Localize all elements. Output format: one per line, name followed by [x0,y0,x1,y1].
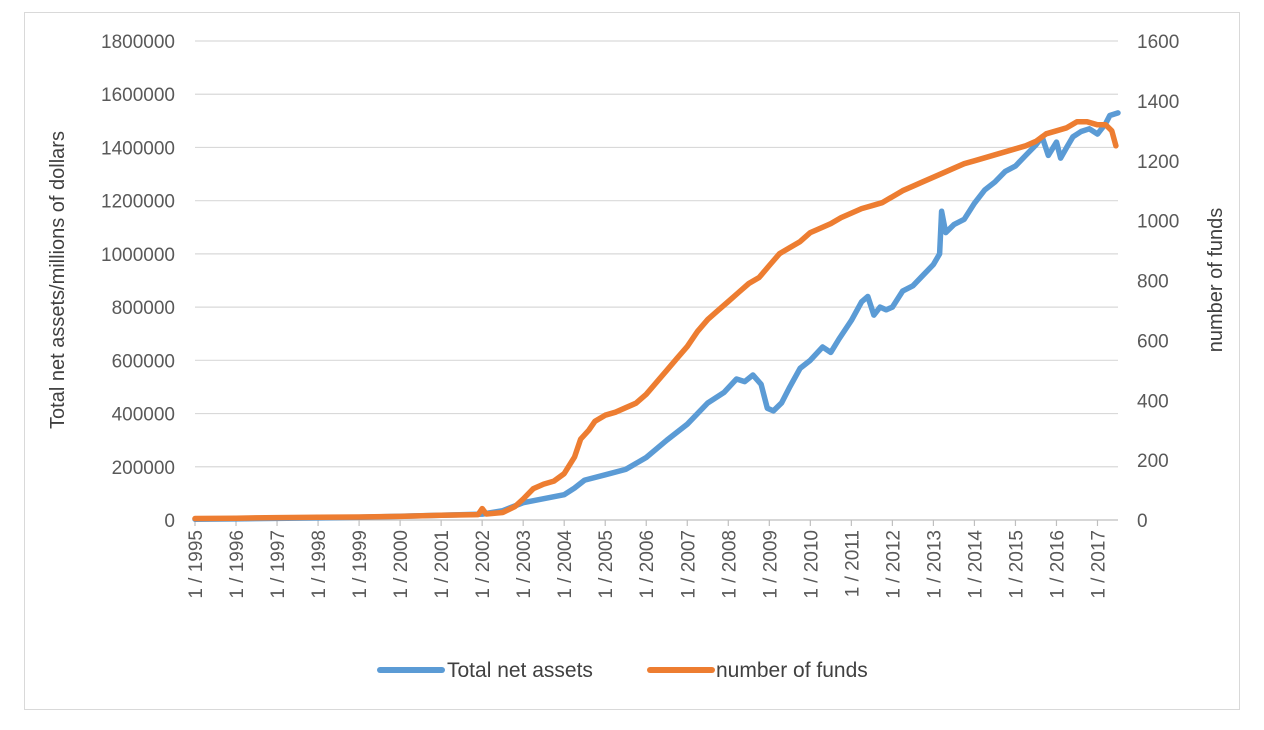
y2-tick-label: 800 [1137,272,1169,293]
x-tick-label: 1 / 2015 [1006,530,1027,599]
legend-label-number-of-funds: number of funds [716,659,868,682]
x-tick-label: 1 / 1999 [350,530,371,599]
y2-tick-label: 600 [1137,331,1169,352]
y2-tick-label: 400 [1137,391,1169,412]
x-tick-label: 1 / 2001 [432,530,453,599]
x-tick-label: 1 / 2012 [883,530,904,599]
y2-axis-ticks: 0 200 400 600 800 1000 1200 1400 1600 [1137,32,1179,532]
x-tick-label: 1 / 2017 [1088,530,1109,599]
y-tick-label: 1200000 [101,192,175,213]
series-line-total-net-assets [192,110,1121,522]
y-tick-label: 1400000 [101,138,175,159]
x-tick-label: 1 / 2009 [760,530,781,599]
gridlines [195,40,1118,468]
y-tick-label: 400000 [112,405,175,426]
x-tick-label: 1 / 1998 [309,530,330,599]
y-tick-label: 1800000 [101,32,175,53]
x-tick-label: 1 / 2003 [514,530,535,599]
x-tick-label: 1 / 2010 [801,530,822,599]
x-tick-label: 1 / 2002 [473,530,494,599]
x-tick-label: 1 / 2007 [678,530,699,599]
x-tick-label: 1 / 2011 [842,530,863,597]
y-tick-label: 600000 [112,351,175,372]
legend-label-total-net-assets: Total net assets [447,659,593,682]
y-tick-label: 200000 [112,458,175,479]
series-group [192,110,1121,522]
x-tick-label: 1 / 1995 [186,530,207,599]
y-tick-label: 0 [164,511,175,532]
x-tick-label: 1 / 2004 [555,530,576,599]
y-tick-label: 800000 [112,298,175,319]
y2-tick-label: 0 [1137,511,1148,532]
y2-axis-title: number of funds [1205,208,1227,353]
y-axis-ticks: 0 200000 400000 600000 800000 1000000 1200000 1… [101,32,175,532]
y-tick-label: 1600000 [101,85,175,106]
y2-tick-label: 1000 [1137,212,1179,233]
x-tick-label: 1 / 2005 [596,530,617,599]
series-line-number-of-funds [192,119,1119,522]
x-tick-label: 1 / 1996 [227,530,248,599]
y-tick-label: 1000000 [101,245,175,266]
y-axis-title: Total net assets/millions of dollars [47,131,69,429]
legend: Total net assets number of funds [377,659,868,682]
chart-frame [24,12,1240,710]
y2-tick-label: 1200 [1137,152,1179,173]
x-tick-label: 1 / 2008 [719,530,740,599]
x-tick-label: 1 / 2000 [391,530,412,599]
x-tick-label: 1 / 2016 [1047,530,1068,599]
y2-tick-label: 1400 [1137,92,1179,113]
y2-tick-label: 1600 [1137,32,1179,53]
x-tick-label: 1 / 2014 [965,530,986,599]
x-tick-label: 1 / 1997 [268,530,289,599]
x-tick-label: 1 / 2006 [637,530,658,599]
y2-tick-label: 200 [1137,451,1169,472]
x-axis-ticks: 1 / 1995 1 / 1996 1 / 1997 1 / 1998 1 / 1999… [186,520,1109,599]
x-tick-label: 1 / 2013 [924,530,945,599]
